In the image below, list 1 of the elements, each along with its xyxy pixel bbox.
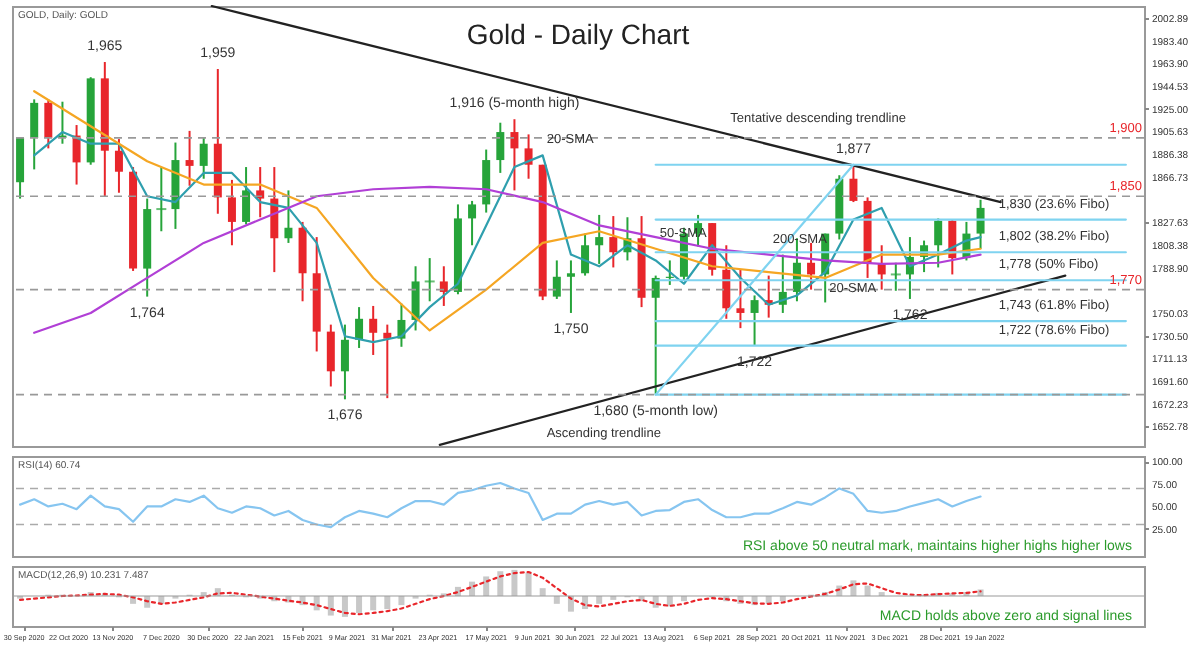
- chart-title: Gold - Daily Chart: [466, 18, 690, 50]
